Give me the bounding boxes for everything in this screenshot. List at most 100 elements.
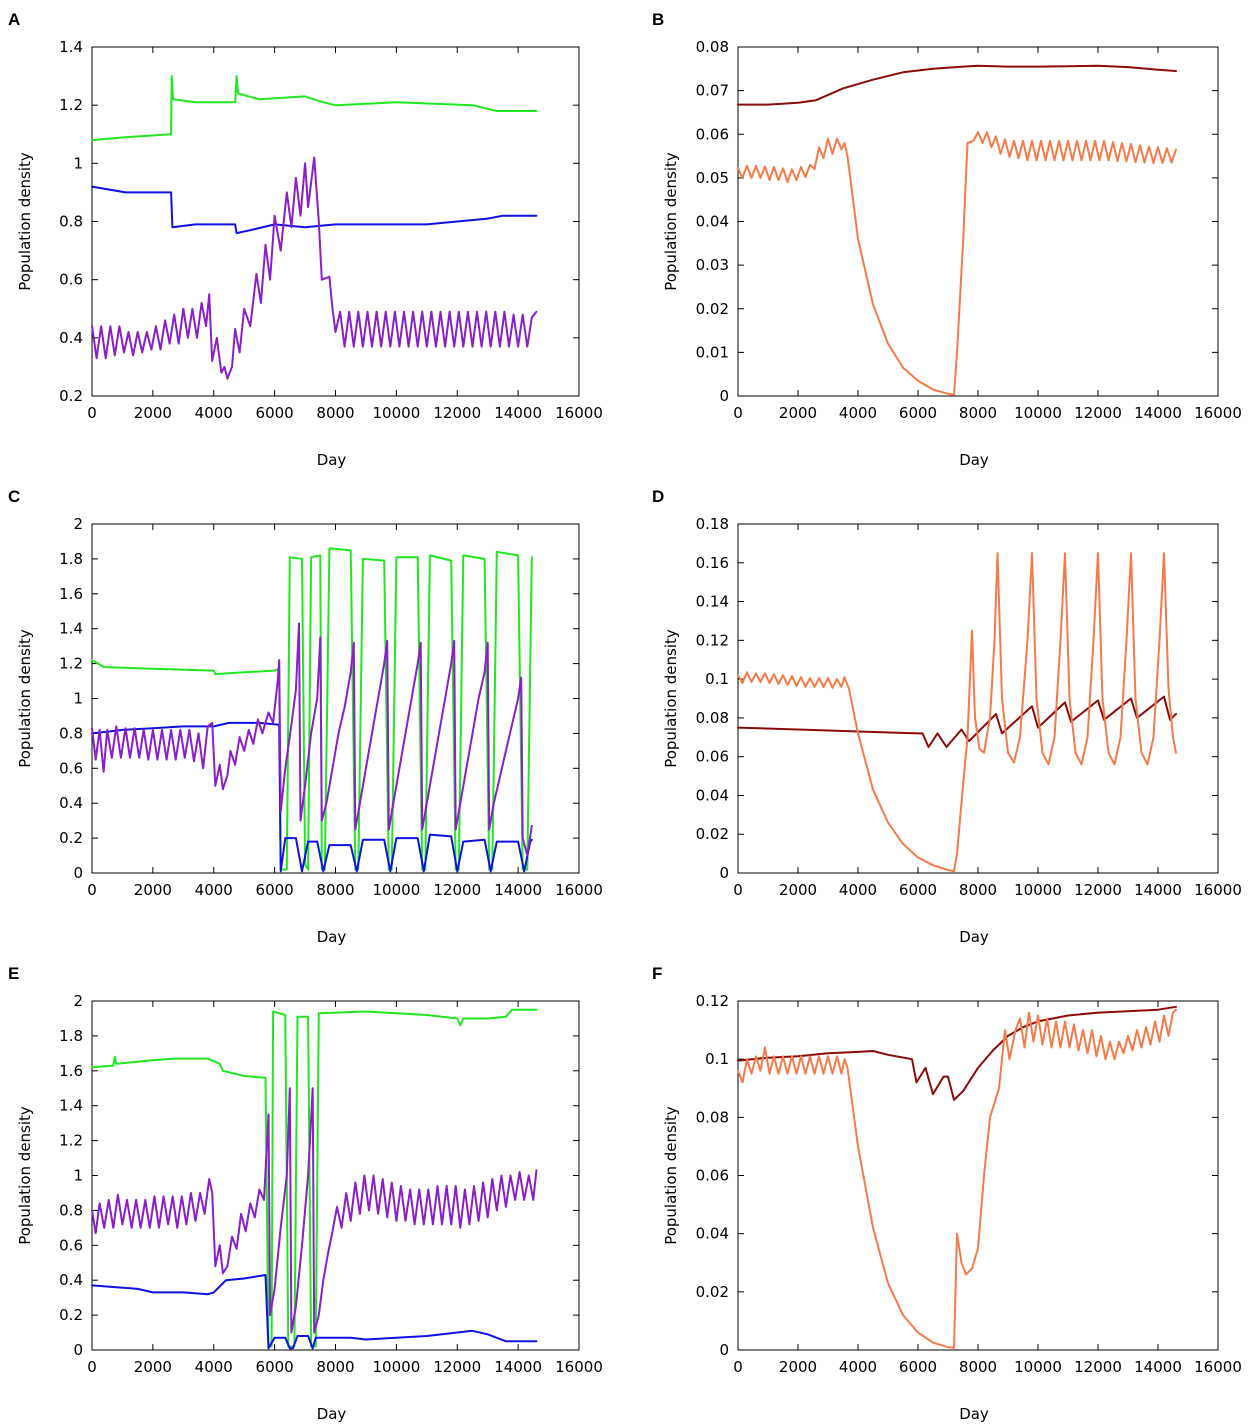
x-tick-label: 0 xyxy=(87,1358,97,1376)
y-tick-label: 0.6 xyxy=(59,271,83,289)
x-tick-label: 0 xyxy=(87,881,97,899)
panel-f: F 0 2000 4000 6000 8000 10000 12000 14000 16000 0 0… xyxy=(652,964,1242,1423)
y-tick-label: 0.07 xyxy=(696,82,729,100)
x-axis-title: Day xyxy=(317,928,347,946)
panel-c: C 0 2000 4000 6000 8000 10000 12000 14000 16000 0 0… xyxy=(8,487,603,946)
panel-letter: A xyxy=(8,10,20,29)
y-axis-title: Population density xyxy=(16,152,34,291)
y-tick-label: 0.2 xyxy=(59,387,83,405)
plot-frame xyxy=(737,46,1219,397)
x-axis-title: Day xyxy=(317,1405,347,1423)
x-tick-label: 2000 xyxy=(134,404,172,422)
y-tick-label: 0 xyxy=(73,864,83,882)
x-tick-label: 2000 xyxy=(134,1358,172,1376)
y-tick-label: 0.04 xyxy=(696,786,729,804)
x-tick-label: 12000 xyxy=(1074,1358,1122,1376)
x-tick-label: 8000 xyxy=(316,1358,354,1376)
x-tick-label: 10000 xyxy=(1014,1358,1062,1376)
panel-letter: B xyxy=(652,10,664,29)
y-tick-label: 0.02 xyxy=(696,825,729,843)
panel-e: E 0 2000 4000 6000 8000 10000 12000 14000 16000 0 0… xyxy=(8,964,603,1423)
y-tick-label: 0.02 xyxy=(696,300,729,318)
x-tick-label: 4000 xyxy=(839,881,877,899)
series-line-blue xyxy=(91,185,538,235)
plot-frame xyxy=(737,523,1219,874)
x-tick-label: 12000 xyxy=(1074,404,1122,422)
x-tick-label: 0 xyxy=(733,404,743,422)
series-line-dark-red xyxy=(737,64,1177,106)
x-tick-label: 16000 xyxy=(1194,1358,1242,1376)
x-tick-label: 8000 xyxy=(959,1358,997,1376)
x-tick-label: 6000 xyxy=(256,881,294,899)
x-tick-label: 0 xyxy=(733,881,743,899)
series-line-purple xyxy=(91,1087,538,1334)
y-tick-label: 1.6 xyxy=(59,585,83,603)
y-tick-label: 0.16 xyxy=(696,554,729,572)
plot-frame xyxy=(91,1000,580,1351)
y-tick-label: 0.8 xyxy=(59,213,83,231)
y-tick-label: 0.06 xyxy=(696,748,729,766)
y-tick-label: 0.01 xyxy=(696,343,729,361)
y-axis-title: Population density xyxy=(662,1106,680,1245)
y-tick-label: 0.04 xyxy=(696,213,729,231)
series-line-orange xyxy=(737,552,1177,873)
x-tick-label: 10000 xyxy=(1014,881,1062,899)
y-axis-title: Population density xyxy=(16,629,34,768)
y-tick-label: 1.2 xyxy=(59,96,83,114)
y-tick-label: 0.4 xyxy=(59,794,83,812)
y-axis-title: Population density xyxy=(662,629,680,768)
series-line-dark-red xyxy=(737,695,1177,748)
x-tick-label: 16000 xyxy=(555,1358,603,1376)
y-axis-title: Population density xyxy=(662,152,680,291)
y-tick-label: 0.06 xyxy=(696,1167,729,1185)
x-tick-label: 6000 xyxy=(256,404,294,422)
plot-frame xyxy=(91,523,580,874)
y-tick-label: 1 xyxy=(73,1167,83,1185)
x-tick-label: 2000 xyxy=(779,404,817,422)
x-tick-label: 4000 xyxy=(195,881,233,899)
x-tick-label: 6000 xyxy=(899,881,937,899)
series-line-blue xyxy=(91,721,533,873)
y-tick-label: 0.6 xyxy=(59,1236,83,1254)
x-tick-label: 0 xyxy=(87,404,97,422)
series-line-purple xyxy=(91,622,533,857)
y-tick-label: 0 xyxy=(719,387,729,405)
x-tick-label: 12000 xyxy=(433,1358,481,1376)
y-tick-label: 1 xyxy=(73,154,83,172)
panel-d: D 0 2000 4000 6000 8000 10000 12000 14000 16000 0 0… xyxy=(652,487,1242,946)
x-axis-title: Day xyxy=(959,1405,989,1423)
series-line-orange xyxy=(737,131,1177,396)
y-tick-label: 0.05 xyxy=(696,169,729,187)
y-tick-label: 0.03 xyxy=(696,256,729,274)
x-tick-label: 14000 xyxy=(1134,881,1182,899)
x-tick-label: 2000 xyxy=(779,1358,817,1376)
y-tick-label: 0.2 xyxy=(59,1306,83,1324)
y-tick-label: 0 xyxy=(719,864,729,882)
y-tick-label: 0.04 xyxy=(696,1225,729,1243)
x-tick-label: 6000 xyxy=(899,404,937,422)
x-tick-label: 8000 xyxy=(959,881,997,899)
y-tick-label: 0.8 xyxy=(59,1201,83,1219)
x-tick-label: 12000 xyxy=(433,881,481,899)
y-tick-label: 0.08 xyxy=(696,1108,729,1126)
y-tick-label: 0.06 xyxy=(696,125,729,143)
x-tick-label: 4000 xyxy=(839,404,877,422)
y-tick-label: 1.8 xyxy=(59,1027,83,1045)
x-tick-label: 6000 xyxy=(899,1358,937,1376)
y-tick-label: 0.8 xyxy=(59,724,83,742)
y-tick-label: 0.1 xyxy=(705,670,729,688)
y-tick-label: 0.14 xyxy=(696,593,729,611)
y-tick-label: 2 xyxy=(73,515,83,533)
x-tick-label: 0 xyxy=(733,1358,743,1376)
series-line-orange xyxy=(737,1008,1177,1349)
x-tick-label: 14000 xyxy=(1134,1358,1182,1376)
panel-letter: D xyxy=(652,487,664,506)
y-tick-label: 0.2 xyxy=(59,829,83,847)
x-tick-label: 2000 xyxy=(134,881,172,899)
y-tick-label: 0.02 xyxy=(696,1283,729,1301)
x-axis-title: Day xyxy=(317,451,347,469)
y-tick-label: 1.2 xyxy=(59,655,83,673)
series-line-green xyxy=(91,547,533,871)
x-tick-label: 4000 xyxy=(195,1358,233,1376)
x-tick-label: 16000 xyxy=(555,404,603,422)
